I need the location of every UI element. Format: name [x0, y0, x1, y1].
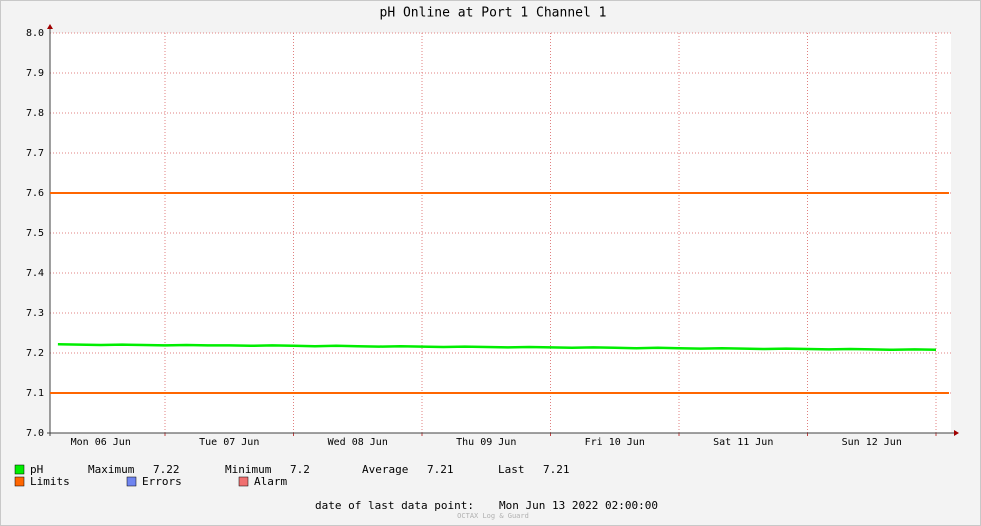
axis-arrow	[954, 430, 959, 436]
y-tick-label: 7.9	[26, 68, 44, 79]
footer-label: date of last data point:	[315, 499, 474, 512]
legend-swatch	[238, 476, 249, 487]
y-tick-label: 8.0	[26, 28, 44, 39]
x-tick-label: Thu 09 Jun	[456, 437, 516, 448]
x-tick-label: Wed 08 Jun	[328, 437, 388, 448]
watermark: OCTAX Log & Guard	[457, 512, 529, 520]
legend-label: Alarm	[254, 475, 287, 488]
y-tick-label: 7.6	[26, 188, 44, 199]
y-tick-label: 7.5	[26, 228, 44, 239]
stat-value: 7.21	[543, 463, 570, 476]
x-tick-label: Sat 11 Jun	[713, 437, 773, 448]
y-tick-label: 7.4	[26, 268, 44, 279]
y-tick-label: 7.2	[26, 348, 44, 359]
y-tick-label: 7.1	[26, 388, 44, 399]
x-tick-label: Tue 07 Jun	[199, 437, 259, 448]
stat-label: Maximum	[88, 463, 135, 476]
y-tick-label: 7.8	[26, 108, 44, 119]
axis-arrow	[47, 24, 53, 29]
stat-value: 7.21	[427, 463, 454, 476]
legend-label: Errors	[142, 475, 182, 488]
stat-label: Minimum	[225, 463, 272, 476]
x-tick-label: Mon 06 Jun	[71, 437, 131, 448]
stat-label: Last	[498, 463, 525, 476]
legend-label: pH	[30, 463, 43, 476]
stat-label: Average	[362, 463, 408, 476]
legend-swatch	[126, 476, 137, 487]
data-line	[57, 342, 937, 352]
chart-title: pH Online at Port 1 Channel 1	[380, 6, 607, 21]
stat-value: 7.22	[153, 463, 180, 476]
y-tick-label: 7.7	[26, 148, 44, 159]
y-tick-label: 7.3	[26, 308, 44, 319]
x-tick-label: Sun 12 Jun	[842, 437, 902, 448]
legend-swatch	[14, 476, 25, 487]
stat-value: 7.2	[290, 463, 310, 476]
legend-swatch	[14, 464, 25, 475]
y-tick-label: 7.0	[26, 428, 44, 439]
footer-value: Mon Jun 13 2022 02:00:00	[499, 499, 658, 512]
legend-label: Limits	[30, 475, 70, 488]
x-tick-label: Fri 10 Jun	[585, 437, 645, 448]
